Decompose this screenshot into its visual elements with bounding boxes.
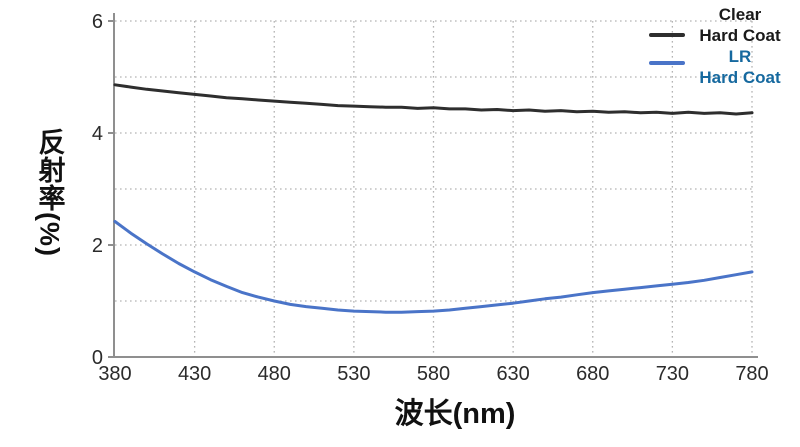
legend-label: Clear — [718, 5, 762, 24]
x-tick-label: 430 — [178, 363, 211, 385]
y-tick-label: 6 — [92, 11, 103, 33]
x-tick-label: 580 — [417, 363, 450, 385]
legend-label: Hard Coat — [699, 68, 781, 87]
y-tick-label: 2 — [92, 235, 103, 257]
series-line-lr-hard-coat — [113, 220, 754, 314]
x-axis-title: 波长(nm) — [394, 398, 516, 430]
legend-entry-clear-hard-coat: Clear Hard Coat — [645, 4, 795, 46]
legend-label: LR — [728, 47, 752, 66]
legend: Clear Hard Coat LR Hard Coat — [645, 4, 795, 88]
x-tick-label: 480 — [258, 363, 291, 385]
x-tick-label: 680 — [576, 363, 609, 385]
legend-entry-lr-hard-coat: LR Hard Coat — [645, 46, 795, 88]
legend-label: Hard Coat — [699, 26, 781, 45]
x-tick-label: 380 — [98, 363, 131, 385]
y-axis-title: 反射率(%) — [34, 127, 65, 257]
series-line-clear-hard-coat — [113, 83, 754, 116]
lr-hard-coat-line-swatch — [649, 61, 685, 65]
y-tick-label: 0 — [92, 347, 103, 369]
x-tick-label: 630 — [496, 363, 529, 385]
x-tick-label: 730 — [656, 363, 689, 385]
x-tick-label: 780 — [735, 363, 768, 385]
x-tick-label: 530 — [337, 363, 370, 385]
clear-hard-coat-line-swatch — [649, 33, 685, 37]
y-tick-label: 4 — [92, 123, 103, 145]
